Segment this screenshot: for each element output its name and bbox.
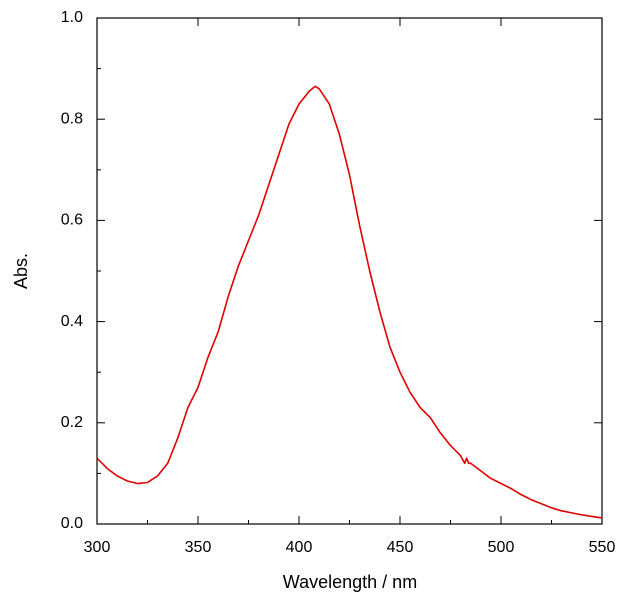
x-tick-label: 550 (589, 539, 616, 556)
plot-frame (96, 17, 603, 525)
y-tick-label: 0.8 (61, 110, 83, 127)
x-tick-label: 450 (387, 539, 414, 556)
y-tick-label: 0.6 (61, 212, 83, 229)
y-tick-label: 0.0 (61, 515, 83, 532)
y-tick-label: 0.4 (61, 313, 83, 330)
y-axis-label: Abs. (11, 253, 31, 289)
x-tick-label: 400 (286, 539, 313, 556)
x-tick-label: 500 (488, 539, 515, 556)
x-tick-label: 300 (84, 539, 111, 556)
x-tick-label: 350 (185, 539, 212, 556)
y-tick-label: 0.2 (61, 414, 83, 431)
spectrum-line (96, 85, 603, 519)
y-tick-label: 1.0 (61, 9, 83, 26)
x-axis-label: Wavelength / nm (283, 572, 417, 592)
